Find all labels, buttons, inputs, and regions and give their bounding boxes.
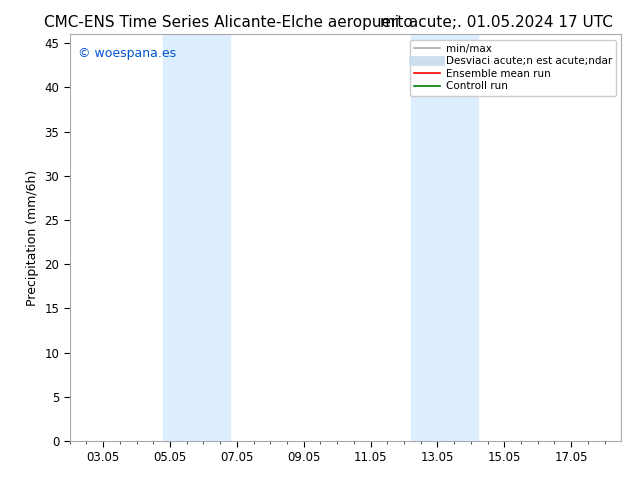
Text: CMC-ENS Time Series Alicante-Elche aeropuerto: CMC-ENS Time Series Alicante-Elche aerop… (44, 15, 413, 30)
Legend: min/max, Desviaci acute;n est acute;ndar, Ensemble mean run, Controll run: min/max, Desviaci acute;n est acute;ndar… (410, 40, 616, 96)
Bar (164, 34, 230, 441)
Text: © woespana.es: © woespana.es (78, 47, 176, 59)
Bar (411, 34, 477, 441)
Y-axis label: Precipitation (mm/6h): Precipitation (mm/6h) (26, 170, 39, 306)
Text: mi  acute;. 01.05.2024 17 UTC: mi acute;. 01.05.2024 17 UTC (380, 15, 613, 30)
